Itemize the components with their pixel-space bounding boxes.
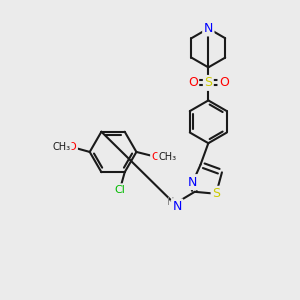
Text: O: O — [188, 76, 198, 89]
Text: N: N — [204, 22, 213, 35]
Text: Cl: Cl — [114, 185, 125, 195]
Text: CH₃: CH₃ — [158, 152, 177, 162]
Text: O: O — [219, 76, 229, 89]
Text: N: N — [188, 176, 197, 189]
Text: S: S — [212, 187, 220, 200]
Text: CH₃: CH₃ — [52, 142, 70, 152]
Text: O: O — [68, 142, 76, 152]
Text: N: N — [172, 200, 182, 213]
Text: S: S — [204, 76, 212, 89]
Text: O: O — [152, 152, 160, 162]
Text: H: H — [167, 196, 174, 206]
